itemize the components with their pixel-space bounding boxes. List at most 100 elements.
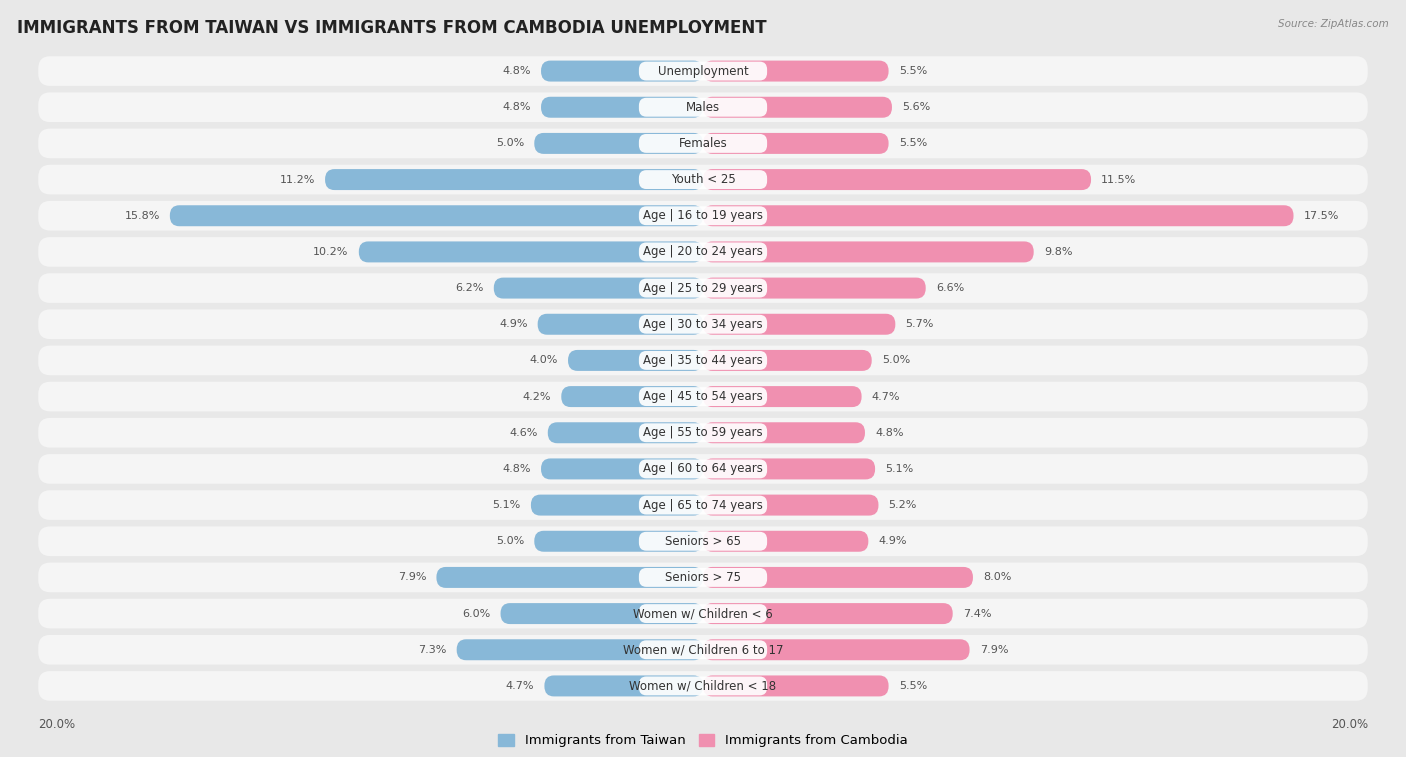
- FancyBboxPatch shape: [457, 639, 703, 660]
- Text: 5.2%: 5.2%: [889, 500, 917, 510]
- FancyBboxPatch shape: [703, 97, 891, 118]
- Text: 4.2%: 4.2%: [523, 391, 551, 401]
- FancyBboxPatch shape: [38, 454, 1368, 484]
- Text: 20.0%: 20.0%: [38, 718, 76, 731]
- Text: Seniors > 75: Seniors > 75: [665, 571, 741, 584]
- Text: Women w/ Children < 18: Women w/ Children < 18: [630, 680, 776, 693]
- Text: Women w/ Children < 6: Women w/ Children < 6: [633, 607, 773, 620]
- Text: Age | 55 to 59 years: Age | 55 to 59 years: [643, 426, 763, 439]
- Text: Age | 65 to 74 years: Age | 65 to 74 years: [643, 499, 763, 512]
- FancyBboxPatch shape: [531, 494, 703, 516]
- FancyBboxPatch shape: [494, 278, 703, 298]
- Text: 20.0%: 20.0%: [1330, 718, 1368, 731]
- Text: 7.3%: 7.3%: [418, 645, 447, 655]
- Text: 5.5%: 5.5%: [898, 681, 927, 691]
- FancyBboxPatch shape: [38, 418, 1368, 447]
- Text: 5.0%: 5.0%: [882, 356, 910, 366]
- FancyBboxPatch shape: [38, 526, 1368, 556]
- Text: 11.2%: 11.2%: [280, 175, 315, 185]
- FancyBboxPatch shape: [638, 351, 768, 370]
- Text: 4.6%: 4.6%: [509, 428, 537, 438]
- FancyBboxPatch shape: [703, 567, 973, 588]
- FancyBboxPatch shape: [38, 310, 1368, 339]
- FancyBboxPatch shape: [38, 201, 1368, 231]
- FancyBboxPatch shape: [703, 639, 970, 660]
- FancyBboxPatch shape: [38, 562, 1368, 592]
- Text: Age | 60 to 64 years: Age | 60 to 64 years: [643, 463, 763, 475]
- FancyBboxPatch shape: [38, 635, 1368, 665]
- FancyBboxPatch shape: [703, 133, 889, 154]
- FancyBboxPatch shape: [638, 170, 768, 189]
- FancyBboxPatch shape: [703, 459, 875, 479]
- FancyBboxPatch shape: [638, 387, 768, 406]
- FancyBboxPatch shape: [638, 459, 768, 478]
- Text: 5.0%: 5.0%: [496, 139, 524, 148]
- Text: 4.8%: 4.8%: [875, 428, 904, 438]
- FancyBboxPatch shape: [534, 531, 703, 552]
- FancyBboxPatch shape: [638, 279, 768, 298]
- Text: Age | 16 to 19 years: Age | 16 to 19 years: [643, 209, 763, 223]
- Text: IMMIGRANTS FROM TAIWAN VS IMMIGRANTS FROM CAMBODIA UNEMPLOYMENT: IMMIGRANTS FROM TAIWAN VS IMMIGRANTS FRO…: [17, 19, 766, 37]
- FancyBboxPatch shape: [38, 671, 1368, 701]
- FancyBboxPatch shape: [703, 278, 925, 298]
- Text: 6.0%: 6.0%: [463, 609, 491, 618]
- FancyBboxPatch shape: [638, 604, 768, 623]
- Text: 5.1%: 5.1%: [492, 500, 520, 510]
- FancyBboxPatch shape: [703, 313, 896, 335]
- FancyBboxPatch shape: [561, 386, 703, 407]
- Text: 17.5%: 17.5%: [1303, 210, 1339, 221]
- FancyBboxPatch shape: [703, 494, 879, 516]
- FancyBboxPatch shape: [38, 129, 1368, 158]
- FancyBboxPatch shape: [541, 61, 703, 82]
- FancyBboxPatch shape: [638, 677, 768, 696]
- Text: Women w/ Children 6 to 17: Women w/ Children 6 to 17: [623, 643, 783, 656]
- Text: 7.9%: 7.9%: [398, 572, 426, 582]
- FancyBboxPatch shape: [38, 382, 1368, 411]
- FancyBboxPatch shape: [501, 603, 703, 624]
- FancyBboxPatch shape: [703, 603, 953, 624]
- Text: 6.6%: 6.6%: [936, 283, 965, 293]
- FancyBboxPatch shape: [703, 205, 1294, 226]
- Text: Source: ZipAtlas.com: Source: ZipAtlas.com: [1278, 19, 1389, 29]
- FancyBboxPatch shape: [548, 422, 703, 444]
- FancyBboxPatch shape: [638, 242, 768, 261]
- FancyBboxPatch shape: [703, 386, 862, 407]
- FancyBboxPatch shape: [537, 313, 703, 335]
- Text: Age | 35 to 44 years: Age | 35 to 44 years: [643, 354, 763, 367]
- Text: 4.7%: 4.7%: [872, 391, 900, 401]
- FancyBboxPatch shape: [359, 241, 703, 263]
- Text: 4.8%: 4.8%: [502, 464, 531, 474]
- Text: 5.7%: 5.7%: [905, 319, 934, 329]
- FancyBboxPatch shape: [325, 169, 703, 190]
- FancyBboxPatch shape: [638, 207, 768, 225]
- FancyBboxPatch shape: [436, 567, 703, 588]
- Text: Seniors > 65: Seniors > 65: [665, 534, 741, 548]
- FancyBboxPatch shape: [703, 169, 1091, 190]
- FancyBboxPatch shape: [38, 599, 1368, 628]
- Text: Youth < 25: Youth < 25: [671, 173, 735, 186]
- Text: 7.4%: 7.4%: [963, 609, 991, 618]
- FancyBboxPatch shape: [638, 532, 768, 550]
- Text: Age | 25 to 29 years: Age | 25 to 29 years: [643, 282, 763, 294]
- FancyBboxPatch shape: [38, 491, 1368, 520]
- Text: 5.5%: 5.5%: [898, 66, 927, 76]
- FancyBboxPatch shape: [638, 61, 768, 80]
- Text: 4.8%: 4.8%: [502, 102, 531, 112]
- FancyBboxPatch shape: [638, 568, 768, 587]
- Text: Age | 30 to 34 years: Age | 30 to 34 years: [643, 318, 763, 331]
- FancyBboxPatch shape: [703, 61, 889, 82]
- FancyBboxPatch shape: [638, 315, 768, 334]
- Text: 10.2%: 10.2%: [314, 247, 349, 257]
- FancyBboxPatch shape: [703, 422, 865, 444]
- FancyBboxPatch shape: [703, 241, 1033, 263]
- Text: Age | 20 to 24 years: Age | 20 to 24 years: [643, 245, 763, 258]
- FancyBboxPatch shape: [703, 350, 872, 371]
- FancyBboxPatch shape: [703, 531, 869, 552]
- FancyBboxPatch shape: [38, 237, 1368, 266]
- FancyBboxPatch shape: [38, 92, 1368, 122]
- FancyBboxPatch shape: [38, 165, 1368, 195]
- FancyBboxPatch shape: [638, 98, 768, 117]
- FancyBboxPatch shape: [38, 346, 1368, 375]
- FancyBboxPatch shape: [638, 496, 768, 515]
- FancyBboxPatch shape: [541, 97, 703, 118]
